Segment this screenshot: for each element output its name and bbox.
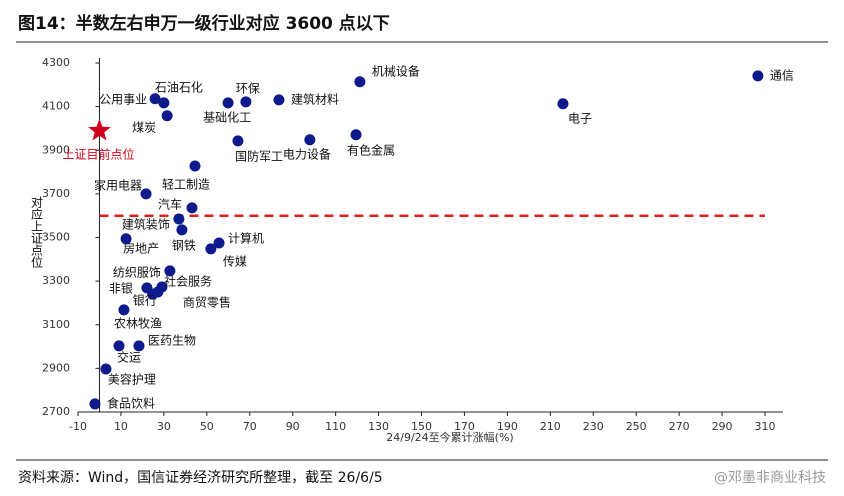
- x-tick-label: 210: [540, 420, 561, 433]
- x-tick-label: 270: [669, 420, 690, 433]
- point: [113, 340, 125, 352]
- y-tick-label: 3500: [42, 231, 70, 244]
- point-label: 电力设备: [283, 147, 331, 161]
- point-label: 美容护理: [108, 372, 156, 387]
- x-tick-label: 150: [411, 420, 432, 433]
- source: 资料来源：Wind，国信证券经济研究所整理，截至 26/6/5: [18, 470, 383, 486]
- point-label: 建筑装饰: [122, 216, 170, 231]
- point: [354, 76, 366, 88]
- point: [152, 286, 164, 298]
- x-tick-label: 170: [454, 420, 475, 433]
- y-tick-label: 2900: [42, 361, 70, 374]
- point-label: 汽车: [158, 196, 182, 211]
- point: [205, 243, 217, 255]
- x-tick-label: -10: [69, 420, 87, 433]
- point: [89, 398, 101, 410]
- x-tick-label: 190: [497, 420, 518, 433]
- point: [350, 129, 362, 141]
- marker-label: 上证目前点位: [62, 146, 134, 161]
- point: [118, 304, 130, 316]
- point-label: 石油石化: [155, 80, 203, 94]
- x-tick-label: 70: [243, 420, 257, 433]
- point-label: 房地产: [123, 240, 159, 255]
- point: [158, 97, 170, 109]
- x-tick-label: 130: [368, 420, 389, 433]
- point: [149, 93, 161, 105]
- point: [133, 340, 145, 352]
- point: [557, 98, 569, 110]
- point: [100, 363, 112, 375]
- point-label: 交运: [117, 349, 141, 364]
- y-tick-label: 2700: [42, 405, 70, 418]
- marker-star: [88, 118, 111, 141]
- point: [213, 237, 225, 249]
- x-tick-label: 110: [325, 420, 346, 433]
- point-label: 银行: [133, 293, 157, 307]
- x-tick-label: 10: [114, 420, 128, 433]
- point-label: 轻工制造: [162, 177, 210, 191]
- point-label: 电子: [568, 111, 592, 125]
- point-label: 医药生物: [148, 333, 196, 347]
- point-label: 食品饮料: [107, 395, 155, 410]
- point: [752, 70, 764, 82]
- point-label: 传媒: [223, 253, 247, 268]
- x-tick-label: 290: [712, 420, 733, 433]
- point-label: 非银: [109, 281, 133, 295]
- point-label: 计算机: [228, 230, 264, 245]
- x-axis-label: 24/9/24至今累计涨幅(%): [386, 430, 513, 444]
- y-tick-label: 4100: [42, 100, 70, 113]
- point: [232, 135, 244, 147]
- point-label: 建筑材料: [291, 91, 339, 106]
- point-label: 钢铁: [172, 238, 196, 252]
- point-label: 基础化工: [203, 110, 251, 124]
- point-label: 社会服务: [164, 274, 212, 289]
- point: [140, 188, 152, 200]
- x-tick-label: 50: [200, 420, 214, 433]
- point: [304, 134, 316, 146]
- point-label: 家用电器: [94, 177, 142, 192]
- point-label: 国防军工: [235, 148, 283, 163]
- point: [120, 233, 132, 245]
- point: [222, 97, 234, 109]
- chart-title: 图14：半数左右申万一级行业对应 3600 点以下: [18, 13, 390, 34]
- point: [164, 265, 176, 277]
- point: [176, 224, 188, 236]
- point: [189, 160, 201, 172]
- point-label: 农林牧渔: [114, 316, 162, 330]
- point: [161, 110, 173, 122]
- point-label: 机械设备: [372, 63, 420, 78]
- point-label: 环保: [236, 81, 260, 95]
- y-axis-label: 对应上证点位: [30, 196, 44, 268]
- point: [186, 202, 198, 214]
- x-tick-label: 310: [755, 420, 776, 433]
- x-tick-label: 90: [286, 420, 300, 433]
- point-label: 有色金属: [347, 142, 395, 157]
- x-tick-label: 230: [583, 420, 604, 433]
- point-label: 煤炭: [132, 120, 156, 134]
- point-label: 纺织服饰: [113, 265, 161, 279]
- y-tick-label: 4300: [42, 56, 70, 69]
- point: [173, 213, 185, 225]
- y-tick-label: 3100: [42, 318, 70, 331]
- point: [273, 94, 285, 106]
- y-tick-label: 3300: [42, 274, 70, 287]
- x-tick-label: 30: [157, 420, 171, 433]
- point: [240, 96, 252, 108]
- y-tick-label: 3700: [42, 187, 70, 200]
- point-label: 公用事业: [99, 92, 147, 106]
- y-tick-label: 3900: [42, 143, 70, 156]
- x-tick-label: 250: [626, 420, 647, 433]
- watermark: @邓墨非商业科技: [714, 470, 826, 486]
- point-label: 通信: [770, 68, 794, 82]
- point-label: 商贸零售: [183, 295, 231, 310]
